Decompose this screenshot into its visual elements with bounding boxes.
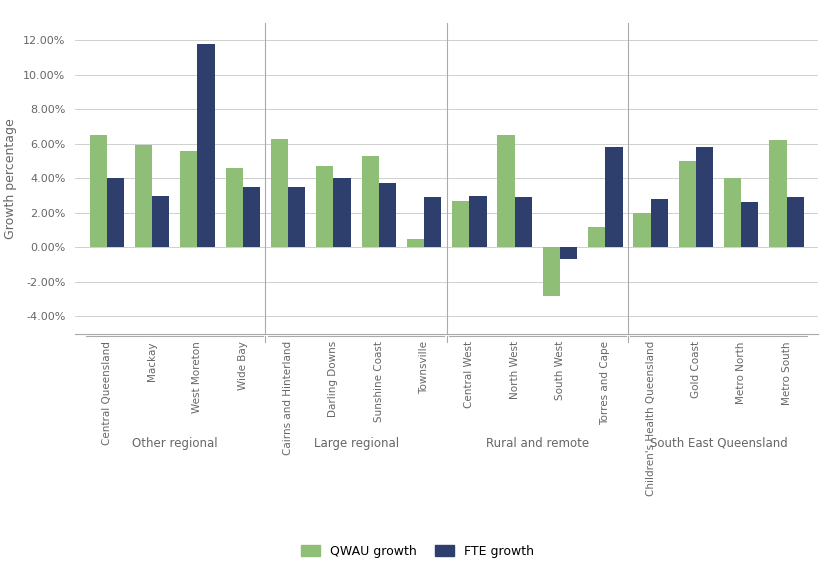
Y-axis label: Growth percentage: Growth percentage: [4, 118, 18, 239]
Bar: [152, 196, 170, 247]
Bar: [514, 197, 532, 247]
Bar: [89, 135, 107, 247]
Text: South East Queensland: South East Queensland: [650, 437, 787, 450]
Bar: [498, 135, 514, 247]
Bar: [469, 196, 487, 247]
Bar: [634, 213, 650, 247]
Text: Rural and remote: Rural and remote: [486, 437, 589, 450]
Bar: [271, 139, 288, 247]
Bar: [407, 239, 424, 247]
Bar: [362, 156, 379, 247]
Bar: [588, 227, 605, 247]
Bar: [225, 168, 243, 247]
Bar: [724, 178, 741, 247]
Text: Large regional: Large regional: [313, 437, 398, 450]
Legend: QWAU growth, FTE growth: QWAU growth, FTE growth: [296, 540, 539, 563]
Bar: [107, 178, 124, 247]
Bar: [605, 147, 623, 247]
Bar: [288, 187, 306, 247]
Bar: [135, 145, 152, 247]
Bar: [333, 178, 351, 247]
Bar: [543, 247, 560, 296]
Bar: [650, 199, 668, 247]
Bar: [180, 151, 198, 247]
Bar: [453, 201, 469, 247]
Bar: [560, 247, 577, 259]
Bar: [769, 140, 787, 247]
Bar: [741, 202, 758, 247]
Bar: [696, 147, 713, 247]
Bar: [379, 183, 396, 247]
Bar: [198, 44, 215, 247]
Bar: [243, 187, 260, 247]
Bar: [787, 197, 804, 247]
Bar: [424, 197, 441, 247]
Text: Other regional: Other regional: [132, 437, 218, 450]
Bar: [679, 161, 696, 247]
Bar: [316, 166, 333, 247]
